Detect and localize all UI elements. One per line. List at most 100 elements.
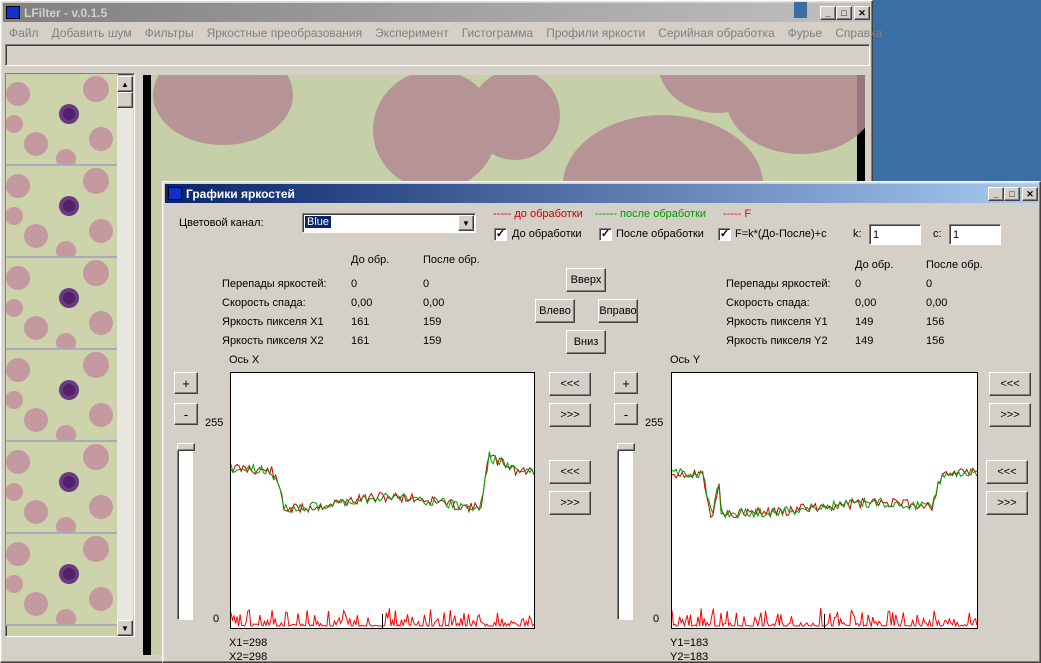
x-slider-thumb[interactable] [177, 443, 195, 451]
stats-right-label-2: Яркость пикселя Y1 [726, 316, 828, 328]
stats-left-label-0: Перепады яркостей: [222, 278, 327, 290]
y-slider-thumb[interactable] [617, 443, 635, 451]
nav-left-button[interactable]: Влево [535, 299, 575, 323]
brightness-graphs-dialog: Графики яркостей _ □ ✕ Цветовой канал: B… [162, 181, 1041, 663]
scroll-down-button[interactable]: ▼ [117, 620, 133, 636]
checkbox-f[interactable]: ✓ [718, 228, 731, 241]
menu-add-noise[interactable]: Добавить шум [51, 26, 132, 40]
legend-before: ----- до обработки [493, 208, 583, 220]
x-profile-plot[interactable] [230, 372, 535, 629]
dialog-icon [168, 187, 182, 200]
thumbnail-scrollbar[interactable]: ▲ ▼ [117, 76, 133, 636]
scroll-thumb[interactable] [117, 92, 133, 108]
x2-shift-left-button[interactable]: <<< [549, 460, 591, 484]
main-maximize-button[interactable]: □ [836, 6, 852, 20]
thumbnail-list[interactable] [5, 73, 135, 637]
stats-right-before-2: 149 [855, 316, 874, 328]
thumbnail-item[interactable] [6, 350, 118, 442]
axis-y-label: Ось Y [670, 354, 701, 366]
stats-left-label-2: Яркость пикселя X1 [222, 316, 324, 328]
x-scale-min-label: 0 [213, 613, 220, 625]
menu-profiles[interactable]: Профили яркости [546, 26, 646, 40]
menu-fourier[interactable]: Фурье [787, 26, 823, 40]
stats-left-label-1: Скорость спада: [222, 297, 306, 309]
y1-coordinate: Y1=183 [670, 637, 709, 649]
menu-brightness[interactable]: Яркостные преобразования [206, 26, 363, 40]
menu-file[interactable]: Файл [9, 26, 39, 40]
main-titlebar: LFilter - v.0.1.5 _ □ ✕ [3, 3, 870, 22]
nav-up-button[interactable]: Вверх [566, 268, 606, 292]
main-minimize-button[interactable]: _ [820, 6, 836, 20]
stats-left-after-3: 159 [423, 335, 442, 347]
y2-shift-right-button[interactable]: >>> [986, 491, 1028, 515]
y-vertical-slider[interactable] [617, 443, 635, 620]
menu-experiment[interactable]: Эксперимент [375, 26, 449, 40]
dialog-title: Графики яркостей [186, 187, 295, 201]
y-zoom-minus-button[interactable]: - [614, 403, 638, 425]
scroll-up-button[interactable]: ▲ [117, 76, 133, 92]
thumbnail-item[interactable] [6, 442, 118, 534]
y-profile-plot[interactable] [671, 372, 978, 629]
main-window-title: LFilter - v.0.1.5 [24, 6, 108, 20]
dialog-maximize-button[interactable]: □ [1004, 187, 1020, 201]
channel-select[interactable]: Blue ▼ [302, 213, 476, 233]
y1-shift-right-button[interactable]: >>> [989, 403, 1031, 427]
chevron-down-icon[interactable]: ▼ [458, 215, 474, 231]
thumbnail-item[interactable] [6, 74, 118, 166]
y2-coordinate: Y2=183 [670, 651, 709, 663]
x-scale-max-label: 255 [205, 417, 224, 429]
menu-batch[interactable]: Серийная обработка [658, 26, 775, 40]
dialog-titlebar: Графики яркостей _ □ ✕ [165, 184, 1038, 203]
stats-right-after-3: 156 [926, 335, 945, 347]
stats-right-before-1: 0,00 [855, 297, 877, 309]
stats-left-after-0: 0 [423, 278, 430, 290]
dialog-close-button[interactable]: ✕ [1022, 187, 1038, 201]
x1-shift-left-button[interactable]: <<< [549, 372, 591, 396]
axis-x-label: Ось X [229, 354, 260, 366]
x2-shift-right-button[interactable]: >>> [549, 491, 591, 515]
c-label: c: [933, 228, 942, 240]
stats-left-col-before: До обр. [351, 254, 390, 266]
menu-histogram[interactable]: Гистограмма [461, 26, 534, 40]
k-input[interactable] [869, 224, 921, 245]
profile-before-line [231, 454, 534, 514]
x-zoom-plus-button[interactable]: + [174, 372, 198, 394]
checkbox-after[interactable]: ✓ [599, 228, 612, 241]
checkbox-after-label: После обработки [616, 228, 704, 240]
thumbnail-item[interactable] [6, 166, 118, 258]
menu-help[interactable]: Справка [835, 26, 883, 40]
stats-right-after-0: 0 [926, 278, 933, 290]
stats-left-col-after: После обр. [423, 254, 480, 266]
y-scale-min-label: 0 [653, 613, 660, 625]
stats-left-before-1: 0,00 [351, 297, 373, 309]
profile-after-line [231, 451, 534, 514]
stats-left-before-2: 161 [351, 316, 370, 328]
channel-label: Цветовой канал: [179, 217, 264, 229]
stats-left-label-3: Яркость пикселя X2 [222, 335, 324, 347]
stats-left-after-1: 0,00 [423, 297, 445, 309]
nav-down-button[interactable]: Вниз [566, 330, 606, 354]
thumbnail-item[interactable] [6, 258, 118, 350]
channel-select-value: Blue [305, 216, 332, 228]
y1-shift-left-button[interactable]: <<< [989, 372, 1031, 396]
x-zoom-minus-button[interactable]: - [174, 403, 198, 425]
toolbar-strip [5, 44, 870, 66]
dialog-minimize-button[interactable]: _ [988, 187, 1004, 201]
stats-right-label-0: Перепады яркостей: [726, 278, 831, 290]
legend-after: ------ после обработки [595, 208, 707, 220]
stats-right-label-1: Скорость спада: [726, 297, 810, 309]
y-zoom-plus-button[interactable]: + [614, 372, 638, 394]
stats-left-before-0: 0 [351, 278, 358, 290]
menu-filters[interactable]: Фильтры [144, 26, 194, 40]
c-input[interactable] [949, 224, 1001, 245]
nav-right-button[interactable]: Вправо [598, 299, 638, 323]
k-label: k: [853, 228, 862, 240]
y2-shift-left-button[interactable]: <<< [986, 460, 1028, 484]
x-vertical-slider[interactable] [177, 443, 195, 620]
x1-shift-right-button[interactable]: >>> [549, 403, 591, 427]
checkbox-before[interactable]: ✓ [494, 228, 507, 241]
thumbnail-item[interactable] [6, 534, 118, 626]
x1-coordinate: X1=298 [229, 637, 268, 649]
checkbox-f-label: F=k*(До-После)+c [735, 228, 827, 240]
main-close-button[interactable]: ✕ [854, 6, 870, 20]
